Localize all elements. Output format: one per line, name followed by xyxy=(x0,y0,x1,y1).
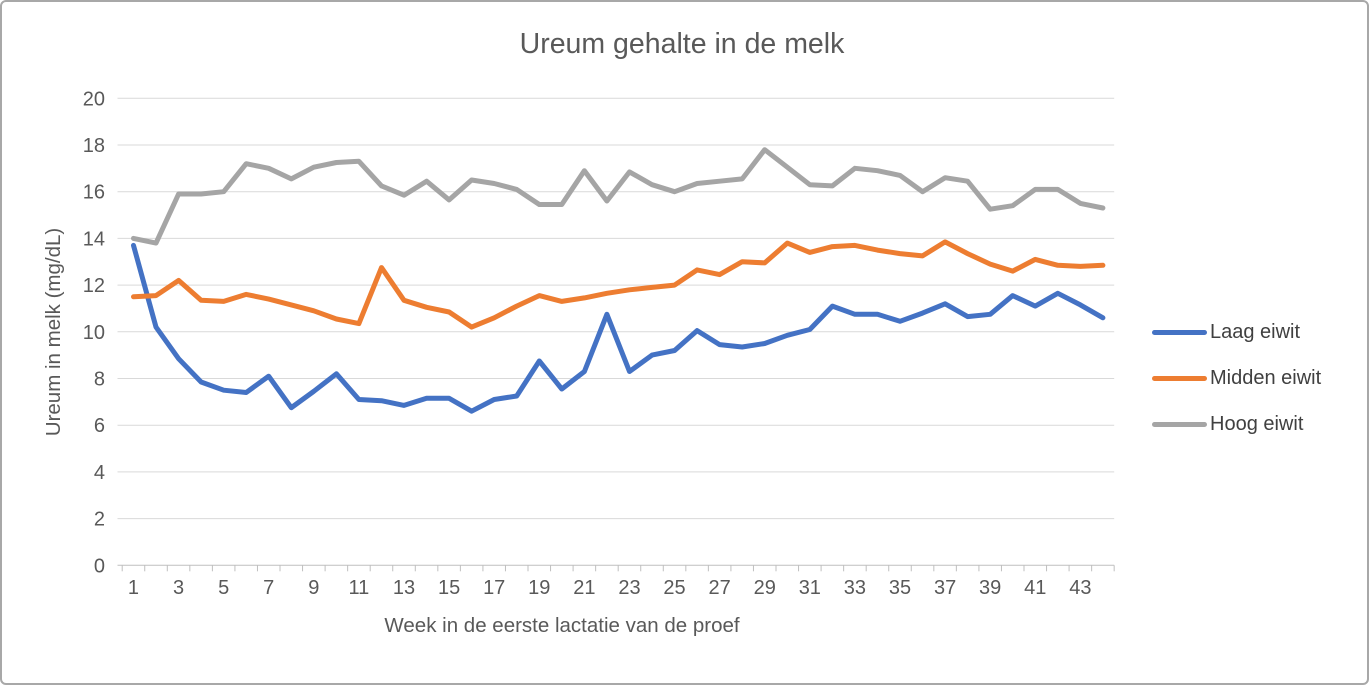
series-line-hoog-eiwit xyxy=(131,147,1106,246)
legend-swatch-hoog-eiwit-icon xyxy=(1152,421,1207,427)
y-tick-label: 2 xyxy=(94,509,105,531)
legend-swatch-laag-eiwit-icon xyxy=(1152,329,1207,335)
chart-title: Ureum gehalte in de melk xyxy=(519,28,845,60)
y-tick-label: 0 xyxy=(94,555,105,577)
x-tick-label: 35 xyxy=(889,577,911,599)
x-tick-label: 1 xyxy=(128,577,139,599)
legend: Laag eiwit Midden eiwit Hoog eiwit xyxy=(1152,309,1321,447)
legend-item-midden-eiwit: Midden eiwit xyxy=(1152,355,1321,401)
y-tick-label: 12 xyxy=(83,275,105,297)
legend-label-laag-eiwit: Laag eiwit xyxy=(1210,320,1301,343)
x-tick-label: 3 xyxy=(173,577,184,599)
legend-item-laag-eiwit: Laag eiwit xyxy=(1152,309,1321,355)
legend-swatch-midden-eiwit-icon xyxy=(1152,375,1207,381)
x-tick-label: 23 xyxy=(618,577,640,599)
x-axis-title: Week in de eerste lactatie van de proef xyxy=(384,614,740,637)
x-tick-label: 37 xyxy=(934,577,956,599)
y-tick-label: 18 xyxy=(83,135,105,157)
x-tick-label: 15 xyxy=(438,577,460,599)
x-tick-label: 27 xyxy=(709,577,731,599)
y-tick-label: 8 xyxy=(94,369,105,391)
x-tick-label: 33 xyxy=(844,577,866,599)
x-tick-label: 39 xyxy=(979,577,1001,599)
x-tick-label: 41 xyxy=(1024,577,1046,599)
x-tick-label: 19 xyxy=(528,577,550,599)
x-tick-label: 43 xyxy=(1069,577,1091,599)
legend-item-hoog-eiwit: Hoog eiwit xyxy=(1152,401,1321,447)
y-axis-title: Ureum in melk (mg/dL) xyxy=(42,227,65,437)
x-tick-label: 17 xyxy=(483,577,505,599)
legend-label-midden-eiwit: Midden eiwit xyxy=(1210,366,1322,389)
series-line-laag-eiwit xyxy=(131,242,1106,414)
x-tick-label: 9 xyxy=(308,577,319,599)
y-tick-label: 20 xyxy=(83,88,105,110)
y-tick-label: 6 xyxy=(94,415,105,437)
y-tick-label: 16 xyxy=(83,182,105,204)
x-tick-label: 31 xyxy=(799,577,821,599)
x-tick-label: 7 xyxy=(263,577,274,599)
y-tick-label: 10 xyxy=(83,322,105,344)
x-tick-label: 11 xyxy=(349,577,370,599)
y-tick-label: 14 xyxy=(83,228,105,250)
x-tick-label: 13 xyxy=(393,577,415,599)
x-tick-label: 5 xyxy=(218,577,229,599)
series-line-midden-eiwit xyxy=(131,239,1106,330)
legend-label-hoog-eiwit: Hoog eiwit xyxy=(1210,412,1304,435)
x-tick-label: 21 xyxy=(573,577,595,599)
x-tick-label: 25 xyxy=(663,577,685,599)
x-tick-label: 29 xyxy=(754,577,776,599)
y-tick-label: 4 xyxy=(94,462,105,484)
